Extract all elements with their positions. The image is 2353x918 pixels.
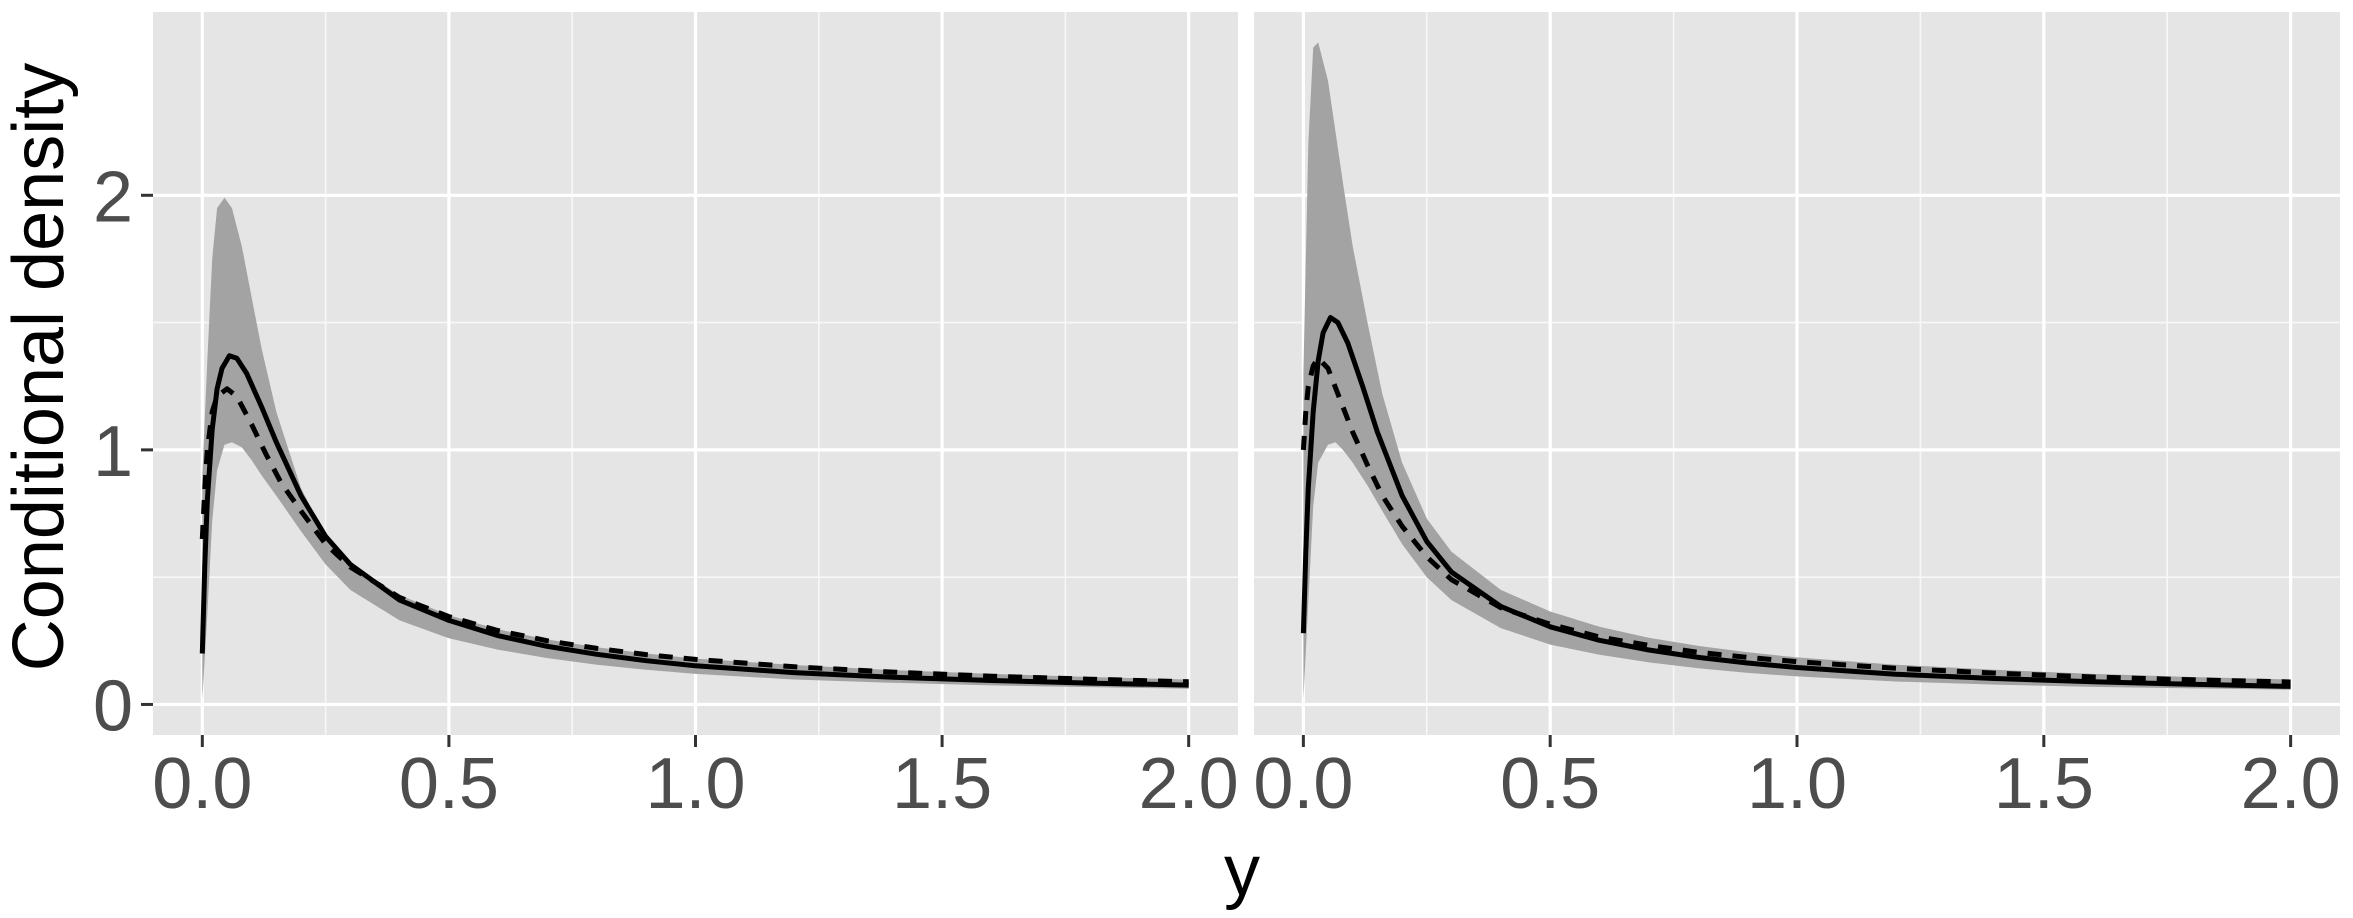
x-tick-label: 2.0 [1139,744,1239,824]
x-tick-label: 1.0 [645,744,745,824]
y-tick-label: 2 [93,157,133,237]
x-tick-label: 2.0 [2241,744,2341,824]
solid-density-line [199,353,1189,688]
y-axis-title: Conditional density [0,63,79,671]
panel-left: 0.0 0.5 1.0 1.5 2.0 0 1 2 [93,12,1239,824]
y-tick-label: 0 [93,666,133,746]
x-axis-title: y [1224,831,1260,911]
x-tick-label: 0.0 [1253,744,1353,824]
solid-density-line [1300,315,2291,689]
x-tick-label: 1.5 [1994,744,2094,824]
x-tick-label: 1.5 [892,744,992,824]
panel-right: 0.0 0.5 1.0 1.5 2.0 [1253,12,2341,824]
dashed-density-line [1300,355,2291,685]
y-tick-label: 1 [93,412,133,492]
x-tick-label: 0.5 [1500,744,1600,824]
x-tick-label: 0.0 [152,744,252,824]
x-tick-label: 1.0 [1747,744,1847,824]
dashed-density-line [199,386,1189,685]
x-tick-label: 0.5 [399,744,499,824]
